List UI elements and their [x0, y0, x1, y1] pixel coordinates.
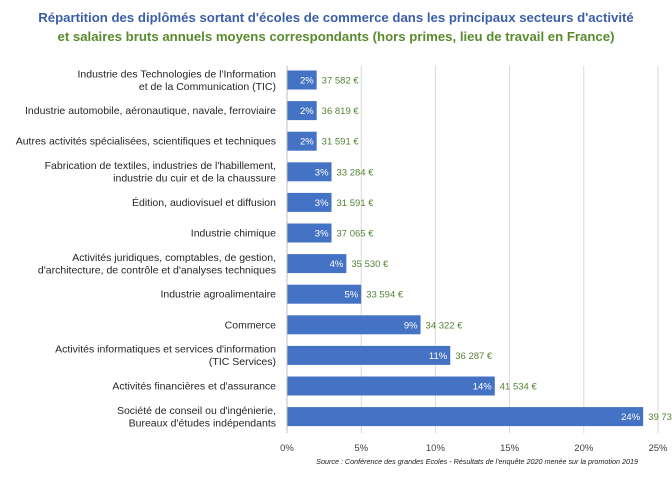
bar-value-label: 3%: [315, 229, 329, 240]
salary-label: 41 534 €: [500, 382, 538, 393]
bar: [287, 376, 495, 396]
salary-label: 37 065 €: [337, 229, 375, 240]
salary-label: 33 284 €: [337, 167, 375, 178]
bar: [287, 162, 332, 182]
source-note: Source : Conférence des grandes Ecoles -…: [316, 457, 638, 466]
salary-label: 33 594 €: [366, 290, 404, 301]
bar-value-label: 3%: [315, 167, 329, 178]
bar-value-label: 14%: [473, 382, 493, 393]
category-label: Fabrication de textiles, industries de l…: [45, 160, 277, 185]
salary-label: 36 287 €: [455, 351, 493, 362]
salary-label: 31 591 €: [337, 198, 375, 209]
x-tick-label: 15%: [500, 443, 520, 454]
salary-label: 37 582 €: [322, 76, 360, 87]
category-label: Industrie chimique: [191, 228, 276, 240]
bar: [287, 70, 317, 90]
x-tick-label: 25%: [648, 443, 668, 454]
category-label: Industrie agroalimentaire: [160, 289, 276, 301]
category-label: Édition, audiovisuel et diffusion: [132, 196, 276, 209]
bar-value-label: 2%: [300, 76, 314, 87]
bar-value-label: 3%: [315, 198, 329, 209]
x-tick-label: 10%: [426, 443, 446, 454]
bar: [287, 407, 644, 427]
chart-title-line-2: et salaires bruts annuels moyens corresp…: [57, 29, 615, 44]
bar-value-label: 2%: [300, 137, 314, 148]
category-label: Industrie des Technologies de l'Informat…: [77, 68, 276, 93]
salary-label: 34 322 €: [426, 320, 464, 331]
bar-value-label: 5%: [344, 290, 358, 301]
category-label: Activités informatiques et services d'in…: [55, 344, 276, 369]
bar: [287, 284, 362, 304]
bar-value-label: 24%: [621, 412, 641, 423]
bar: [287, 101, 317, 121]
x-tick-label: 0%: [280, 443, 294, 454]
x-tick-label: 20%: [574, 443, 594, 454]
salary-label: 31 591 €: [322, 137, 360, 148]
bar: [287, 254, 347, 274]
bar: [287, 192, 332, 212]
bar: [287, 345, 451, 365]
bar: [287, 131, 317, 151]
category-label: Société de conseil ou d'ingénierie, Burea…: [117, 405, 276, 430]
bar-value-label: 11%: [429, 351, 448, 362]
category-label: Autres activités spécialisées, scientifi…: [16, 136, 276, 148]
salary-label: 35 530 €: [351, 259, 389, 270]
salary-label: 36 819 €: [322, 106, 360, 117]
category-label: Commerce: [225, 319, 277, 331]
bar-value-label: 9%: [404, 320, 418, 331]
x-tick-label: 5%: [354, 443, 368, 454]
bar: [287, 223, 332, 243]
category-label: Industrie automobile, aéronautique, nava…: [25, 105, 276, 117]
category-label: Activités juridiques, comptables, de ges…: [38, 252, 276, 277]
category-label: Activités financières et d'assurance: [112, 381, 276, 393]
chart-title-line-1: Répartition des diplômés sortant d'école…: [38, 10, 634, 25]
bar: [287, 315, 421, 335]
salary-label: 39 731 €: [648, 412, 672, 423]
bar-value-label: 2%: [300, 106, 314, 117]
bar-value-label: 4%: [330, 259, 344, 270]
